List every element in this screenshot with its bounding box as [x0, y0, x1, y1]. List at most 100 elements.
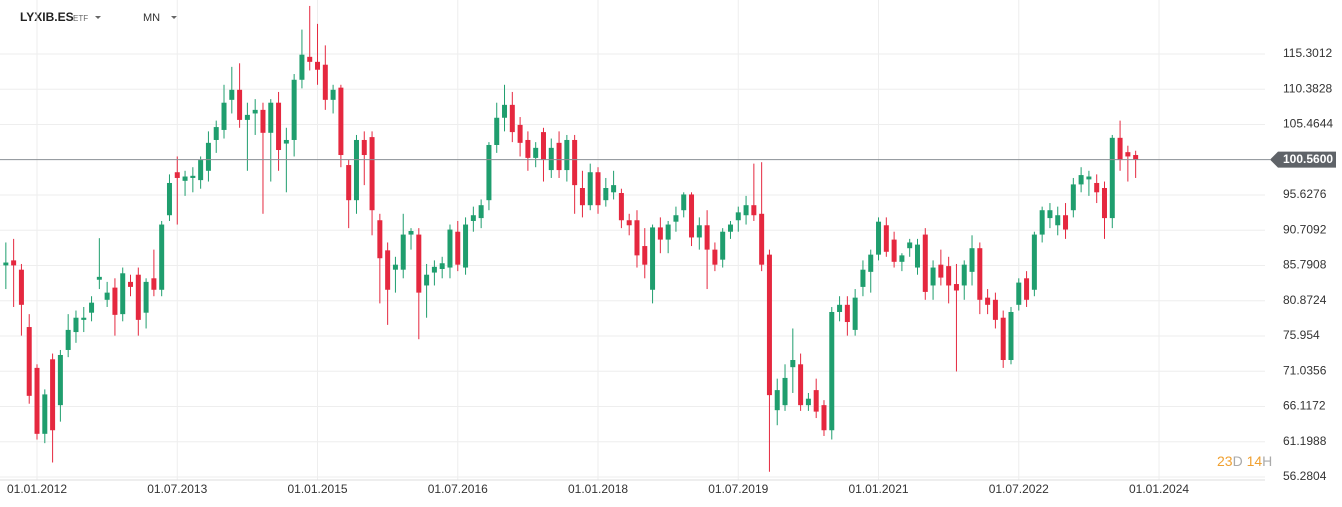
candle-body: [1024, 278, 1030, 300]
candle-body: [299, 54, 305, 80]
candle-body: [353, 139, 359, 201]
x-tick-label: 01.01.2012: [7, 482, 67, 496]
candle-body: [128, 281, 134, 287]
y-tick-label: 66.1172: [1283, 399, 1326, 413]
candle-body: [556, 142, 562, 171]
candle-body: [899, 255, 905, 262]
candle-body: [65, 329, 71, 350]
candle-body: [455, 231, 461, 265]
candle-body: [735, 212, 741, 221]
candle-body: [603, 187, 609, 201]
candle-body: [1109, 137, 1115, 219]
candle-body: [151, 278, 157, 290]
candle-body: [221, 102, 227, 130]
candle-body: [860, 269, 866, 287]
candle-body: [969, 248, 975, 272]
countdown-unit: D: [1233, 453, 1243, 469]
candle-body: [821, 405, 827, 431]
y-tick-label: 80.8724: [1283, 293, 1327, 307]
x-tick-label: 01.07.2016: [428, 482, 488, 496]
y-tick-label: 56.2804: [1283, 469, 1327, 483]
candle-body: [766, 254, 772, 396]
candle-body: [642, 246, 648, 265]
x-tick-label: 01.07.2022: [989, 482, 1049, 496]
candle-body: [486, 144, 492, 201]
y-tick-label: 61.1988: [1283, 434, 1327, 448]
candle-body: [416, 234, 422, 293]
candle-body: [377, 220, 383, 259]
candle-body: [891, 239, 897, 262]
candle-body: [837, 304, 843, 312]
candle-body: [868, 254, 874, 272]
candle-body: [1125, 152, 1131, 157]
candle-body: [361, 139, 367, 156]
candle-body: [525, 139, 531, 158]
candle-body: [73, 317, 79, 333]
candle-body: [1117, 137, 1123, 161]
candle-body: [260, 109, 266, 133]
x-tick-label: 01.07.2019: [708, 482, 768, 496]
candle-body: [1086, 176, 1092, 180]
candle-body: [829, 311, 835, 431]
candle-body: [657, 227, 663, 240]
countdown-value: 23: [1217, 453, 1233, 469]
candle-body: [244, 114, 250, 120]
y-tick-label: 90.7092: [1283, 222, 1327, 236]
candle-body: [1133, 155, 1139, 160]
candle-body: [385, 250, 391, 290]
candle-body: [3, 262, 9, 266]
candle-body: [190, 175, 196, 178]
candle-body: [11, 260, 17, 266]
candle-body: [1047, 210, 1053, 219]
candle-body: [727, 224, 733, 232]
candle-body: [696, 225, 702, 238]
x-tick-label: 01.01.2015: [287, 482, 347, 496]
candle-body: [852, 297, 858, 330]
candle-body: [322, 64, 328, 100]
candle-body: [844, 304, 850, 323]
candle-body: [1016, 282, 1022, 305]
candle-body: [930, 267, 936, 286]
candle-body: [704, 225, 710, 250]
candle-body: [315, 61, 321, 70]
candle-body: [992, 299, 998, 320]
y-tick-label: 95.6276: [1283, 187, 1327, 201]
candle-body: [229, 89, 235, 100]
candle-body: [689, 194, 695, 238]
candle-body: [338, 87, 344, 156]
candle-body: [470, 215, 476, 221]
y-tick-label: 75.954: [1283, 328, 1320, 342]
candle-body: [213, 127, 219, 140]
candle-body: [1094, 182, 1100, 193]
candle-body: [540, 132, 546, 161]
candle-body: [1055, 215, 1061, 226]
candle-body: [634, 220, 640, 256]
candle-body: [96, 276, 102, 280]
symbol: LYXIB.ES: [20, 10, 74, 24]
x-tick-label: 01.01.2021: [848, 482, 908, 496]
candle-body: [509, 104, 515, 133]
candle-body: [774, 390, 780, 411]
symbol-dropdown[interactable]: [95, 16, 101, 19]
candle-body: [953, 284, 959, 291]
candle-body: [720, 231, 726, 260]
interval-dropdown[interactable]: [171, 16, 177, 19]
x-tick-label: 01.01.2024: [1129, 482, 1189, 496]
candle-body: [548, 147, 554, 171]
candle-body: [650, 227, 656, 290]
candle-body: [408, 230, 414, 235]
candle-body: [961, 264, 967, 286]
interval: MN: [143, 12, 160, 24]
y-tick-label: 85.7908: [1283, 258, 1327, 272]
candle-body: [81, 317, 87, 320]
candle-body: [813, 390, 819, 412]
candle-body: [798, 364, 804, 406]
candle-body: [346, 165, 352, 201]
candle-body: [922, 234, 928, 292]
candle-body: [478, 205, 484, 219]
candle-body: [34, 367, 40, 434]
countdown: 23D 14H: [1217, 453, 1272, 469]
candle-body: [712, 249, 718, 265]
candle-body: [673, 215, 679, 222]
